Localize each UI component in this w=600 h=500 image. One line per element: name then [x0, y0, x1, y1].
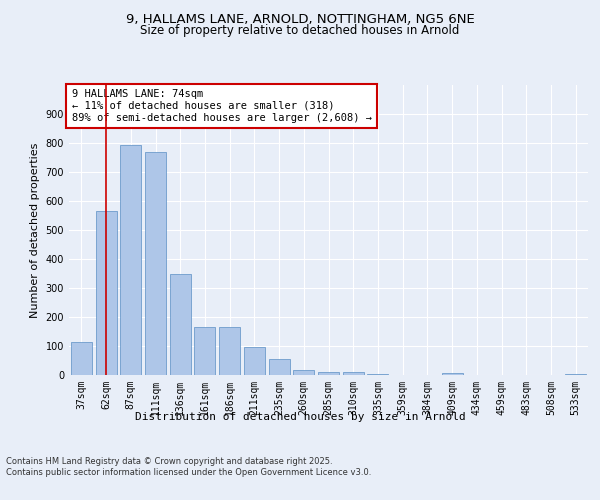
- Bar: [343, 372, 364, 375]
- Bar: [293, 370, 314, 375]
- Bar: [269, 359, 290, 375]
- Bar: [120, 145, 141, 375]
- Bar: [367, 374, 388, 375]
- Y-axis label: Number of detached properties: Number of detached properties: [30, 142, 40, 318]
- Bar: [442, 372, 463, 375]
- Bar: [565, 374, 586, 375]
- Bar: [244, 347, 265, 375]
- Text: Distribution of detached houses by size in Arnold: Distribution of detached houses by size …: [134, 412, 466, 422]
- Bar: [71, 342, 92, 375]
- Bar: [145, 152, 166, 375]
- Bar: [95, 211, 116, 375]
- Bar: [219, 326, 240, 375]
- Text: Contains HM Land Registry data © Crown copyright and database right 2025.
Contai: Contains HM Land Registry data © Crown c…: [6, 458, 371, 477]
- Text: Size of property relative to detached houses in Arnold: Size of property relative to detached ho…: [140, 24, 460, 37]
- Bar: [170, 274, 191, 375]
- Text: 9 HALLAMS LANE: 74sqm
← 11% of detached houses are smaller (318)
89% of semi-det: 9 HALLAMS LANE: 74sqm ← 11% of detached …: [71, 90, 371, 122]
- Bar: [318, 372, 339, 375]
- Bar: [194, 326, 215, 375]
- Text: 9, HALLAMS LANE, ARNOLD, NOTTINGHAM, NG5 6NE: 9, HALLAMS LANE, ARNOLD, NOTTINGHAM, NG5…: [125, 12, 475, 26]
